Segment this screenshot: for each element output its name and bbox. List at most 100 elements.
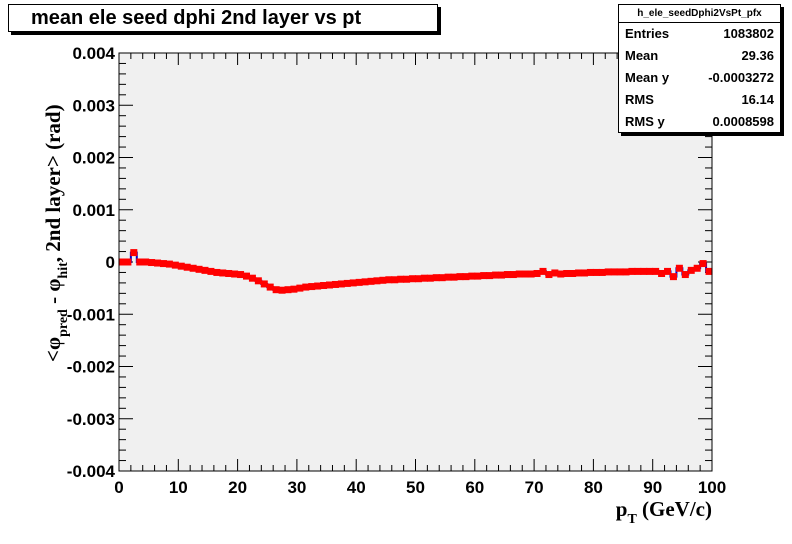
data-point [438,274,446,282]
data-point [598,268,606,276]
data-point [681,271,689,279]
data-point [219,269,227,277]
data-point [231,270,239,278]
data-point [699,260,707,268]
stats-value: 1083802 [723,26,774,41]
x-tick-label: 80 [584,478,603,497]
data-point [527,270,535,278]
data-point [142,258,150,266]
y-tick-label: -0.002 [67,358,115,377]
data-point [575,269,583,277]
data-point [248,274,256,282]
data-point [545,271,553,279]
data-point [426,274,434,282]
data-point [260,280,268,288]
data-point [171,261,179,269]
data-point [403,275,411,283]
data-point [189,264,197,272]
data-point [551,269,559,277]
data-point [159,260,167,268]
x-tick-label: 60 [465,478,484,497]
stats-row-rms: RMS 16.14 [619,89,780,111]
data-point [290,285,298,293]
data-point [616,268,624,276]
data-point [124,258,132,266]
stats-row-mean-y: Mean y -0.0003272 [619,67,780,89]
data-point [586,268,594,276]
data-point [646,267,654,275]
data-point [497,271,505,279]
stats-value: 0.0008598 [712,114,774,129]
data-point [308,283,316,291]
y-tick-label: 0.002 [72,149,115,168]
stats-label: RMS y [625,114,665,129]
stats-row-mean: Mean 29.36 [619,45,780,67]
data-point [331,280,339,288]
data-series [118,249,713,294]
y-tick-label: -0.004 [67,462,116,481]
x-tick-label: 40 [347,478,366,497]
x-tick-label: 30 [287,478,306,497]
x-tick-label: 90 [643,478,662,497]
x-tick-label: 50 [406,478,425,497]
data-point [337,280,345,288]
data-point [379,276,387,284]
axis-ticks [118,52,713,472]
data-point [581,269,589,277]
data-point [705,267,713,275]
stats-label: Mean [625,48,659,63]
y-tick-label: 0 [106,253,115,272]
data-point [414,275,422,283]
x-tick-label: 10 [169,478,188,497]
data-point [225,269,233,277]
data-point [237,271,245,279]
data-point [284,286,292,294]
stats-value: 29.36 [741,48,774,63]
stats-value: -0.0003272 [708,70,774,85]
plot-frame [119,53,712,471]
data-point [136,258,144,266]
data-point [533,269,541,277]
data-point [675,264,683,272]
data-point [634,267,642,275]
data-point [569,269,577,277]
data-point [409,275,417,283]
data-point [474,272,482,280]
data-point [539,267,547,275]
data-point [515,270,523,278]
data-point [314,282,322,290]
data-point [652,267,660,275]
stats-histogram-name: h_ele_seedDphi2VsPt_pfx [619,5,780,23]
data-point [343,279,351,287]
y-tick-label: 0.001 [72,201,115,220]
data-point [509,271,517,279]
y-axis-label: <φpred - φhit, 2nd layer> (rad) [41,104,71,362]
data-point [207,267,215,275]
data-point [278,286,286,294]
chart-title: mean ele seed dphi 2nd layer vs pt [8,4,438,32]
data-point [154,259,162,267]
x-axis-label: pT (GeV/c) [616,497,712,527]
data-point [503,271,511,279]
x-tick-label: 70 [525,478,544,497]
data-point [664,267,672,275]
data-point [183,263,191,271]
data-point [195,265,203,273]
y-tick-label: 0.003 [72,96,115,115]
data-point [130,249,138,257]
data-point [622,268,630,276]
data-point [302,283,310,291]
stats-label: RMS [625,92,654,107]
x-tick-label: 20 [228,478,247,497]
data-point [432,274,440,282]
data-point [480,272,488,280]
data-point [486,272,494,280]
data-point [118,258,126,266]
data-point [521,270,529,278]
data-point [165,260,173,268]
y-tick-label: -0.003 [67,410,115,429]
data-point [563,269,571,277]
data-point [610,268,618,276]
plot-border [118,52,713,472]
